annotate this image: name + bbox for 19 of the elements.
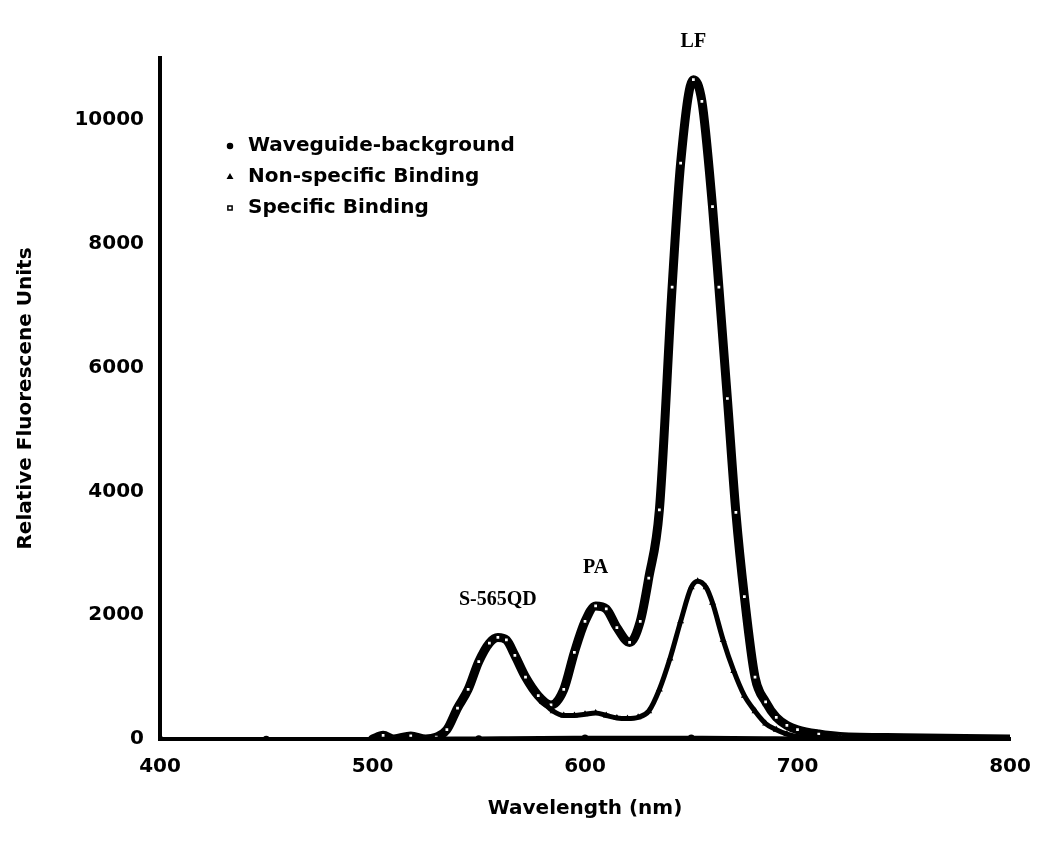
annotation: S-565QD — [458, 586, 537, 609]
x-tick-label: 400 — [139, 753, 181, 778]
x-tick-label: 700 — [776, 753, 819, 778]
x-axis-title: Wavelength (nm) — [487, 795, 683, 820]
x-tick-label: 600 — [564, 753, 606, 778]
x-tick-label: 500 — [351, 753, 394, 778]
annotation: LF — [680, 28, 707, 51]
legend-label: Specific Binding — [248, 194, 429, 219]
y-tick-label: 0 — [130, 725, 144, 750]
y-axis-title: Relative Fluorescene Units — [12, 247, 37, 550]
y-tick-label: 10000 — [74, 106, 144, 131]
y-tick-label: 8000 — [88, 229, 144, 254]
legend-label: Waveguide-background — [248, 132, 515, 157]
annotation: PA — [583, 555, 609, 578]
x-tick-label: 800 — [989, 753, 1031, 778]
y-tick-label: 2000 — [88, 601, 144, 626]
legend-label: Non-specific Binding — [248, 163, 480, 188]
y-tick-label: 4000 — [88, 477, 144, 502]
y-tick-label: 6000 — [88, 353, 144, 378]
